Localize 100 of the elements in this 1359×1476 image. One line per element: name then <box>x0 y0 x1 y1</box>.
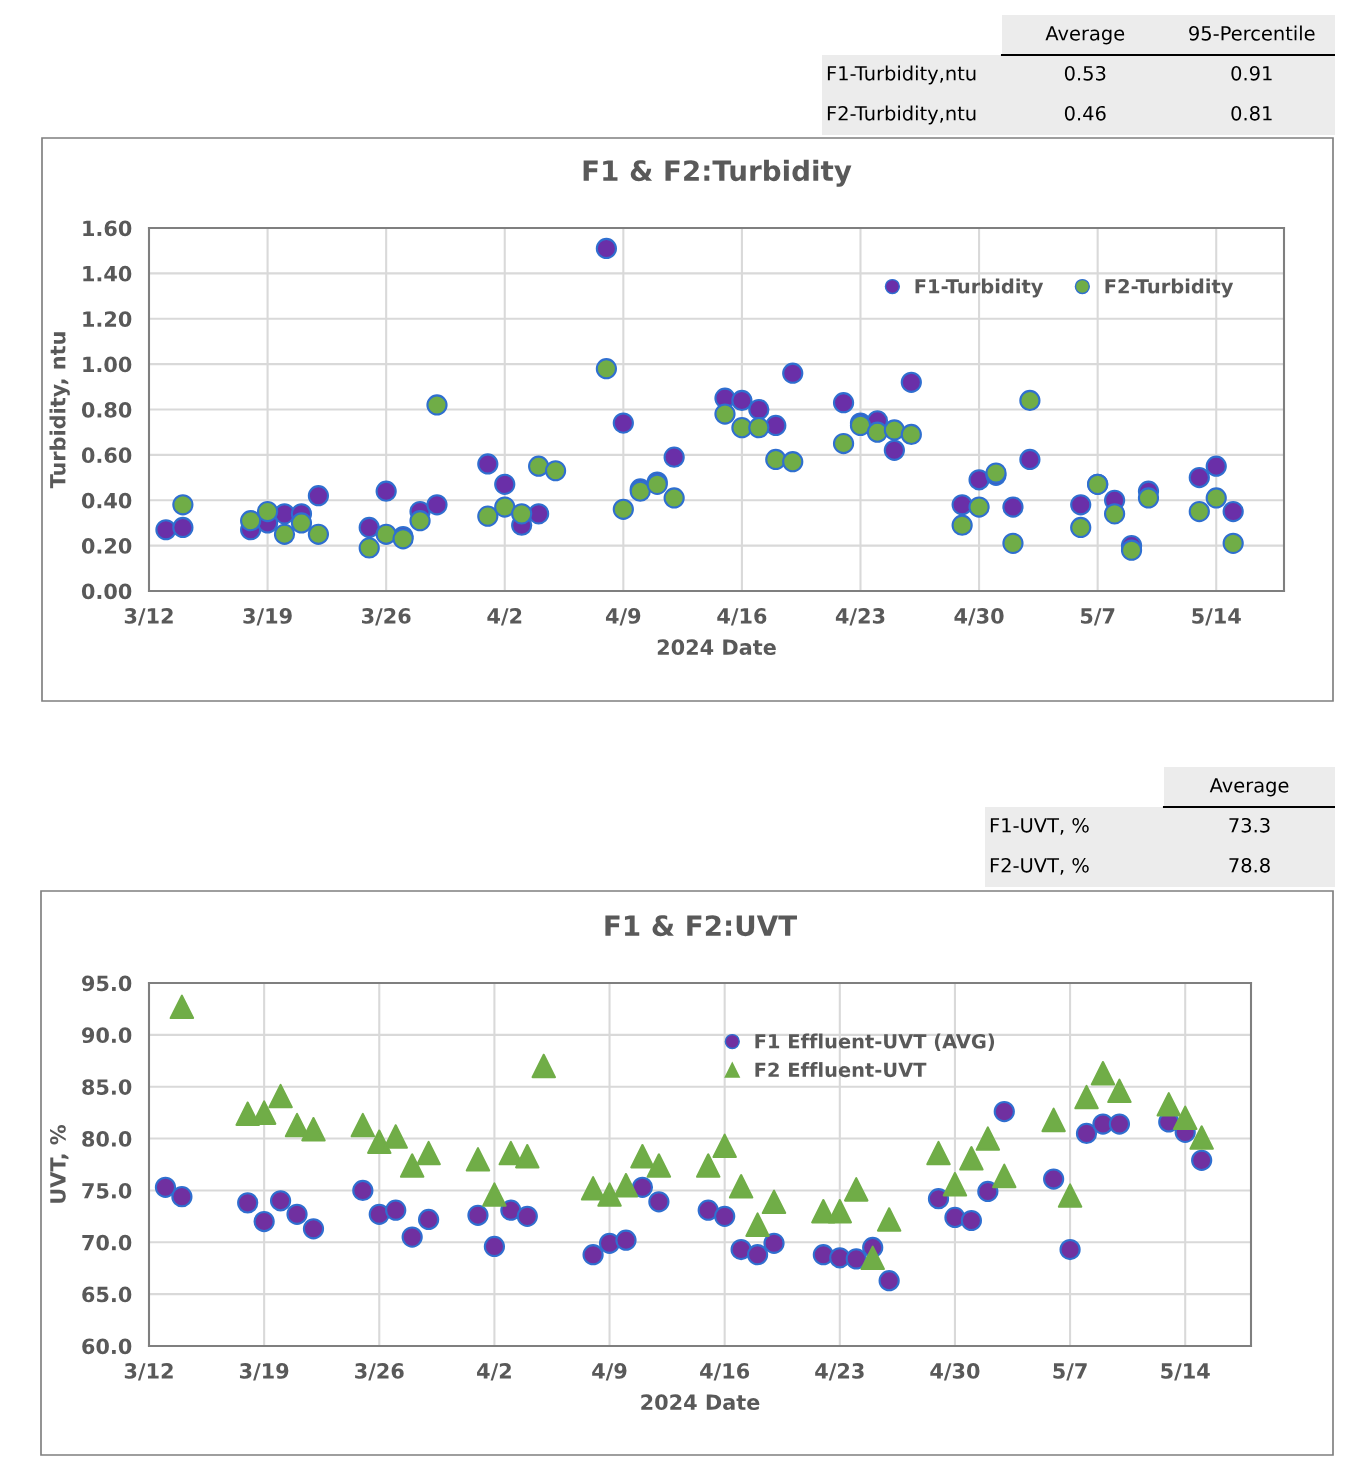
point <box>301 1117 326 1142</box>
point <box>926 1140 951 1166</box>
point <box>1188 500 1210 523</box>
point <box>648 1191 670 1213</box>
text: 0.46 <box>1064 105 1106 121</box>
point <box>845 1248 867 1270</box>
x-axis-title: 2024 Date <box>641 1394 760 1411</box>
legend-label: F1 Effluent-UVT (AVG) <box>755 1033 995 1051</box>
point <box>375 480 397 502</box>
point <box>900 423 922 446</box>
point <box>597 1182 622 1207</box>
y-tick-label: 0.60 <box>81 447 132 464</box>
point <box>942 1171 968 1197</box>
point <box>975 1126 1001 1151</box>
point <box>482 1182 507 1207</box>
point <box>832 392 855 414</box>
x-tick-label: 4/2 <box>487 608 522 626</box>
point <box>401 1226 423 1248</box>
y-tick-label: 0.00 <box>81 583 132 600</box>
x-tick-label: 4/23 <box>835 608 885 626</box>
point <box>761 1189 787 1215</box>
point <box>352 1179 374 1202</box>
point <box>968 469 990 491</box>
point <box>763 1232 785 1254</box>
point <box>646 1153 672 1178</box>
y-tick-label: 1.20 <box>83 311 132 327</box>
point <box>1222 532 1244 554</box>
point <box>240 510 262 532</box>
point <box>1188 466 1210 489</box>
x-tick-label: 5/14 <box>1192 608 1241 626</box>
x-tick-label: 3/19 <box>243 608 292 626</box>
point <box>883 419 905 441</box>
y-tick-label: 80.0 <box>82 1131 132 1147</box>
x-tick-label: 3/26 <box>355 1363 404 1381</box>
point <box>1103 503 1126 525</box>
point <box>582 1244 604 1266</box>
point <box>1059 1238 1081 1261</box>
point <box>467 1204 489 1226</box>
y-tick-label: 75.0 <box>82 1182 132 1199</box>
y-tick-label: 0.80 <box>81 401 132 418</box>
point <box>358 516 380 539</box>
point <box>1189 1125 1214 1150</box>
point <box>302 1218 325 1240</box>
x-tick-label: 3/26 <box>362 608 411 626</box>
point <box>580 1176 606 1201</box>
x-tick-label: 4/23 <box>815 1363 864 1381</box>
x-tick-label: 4/9 <box>605 608 641 626</box>
point <box>663 487 685 509</box>
point <box>418 1208 440 1231</box>
x-tick-label: 4/30 <box>954 608 1004 626</box>
point <box>832 432 855 455</box>
category-label: F2-UVT, % <box>990 857 1089 875</box>
point <box>515 1143 540 1169</box>
point <box>993 1100 1015 1123</box>
point <box>1002 532 1024 554</box>
text: 78.8 <box>1229 857 1270 873</box>
point <box>426 494 448 516</box>
point <box>307 485 330 507</box>
y-tick-label: 95.0 <box>82 975 132 992</box>
point <box>595 237 617 260</box>
y-tick-label: 70.0 <box>82 1234 132 1251</box>
point <box>483 1235 506 1258</box>
point <box>827 1198 853 1224</box>
point <box>154 1176 177 1198</box>
text: 73.3 <box>1229 817 1270 833</box>
point <box>730 1238 752 1261</box>
point <box>544 460 567 482</box>
y-tick-label: 90.0 <box>82 1027 132 1044</box>
point <box>1002 496 1024 518</box>
chart-title: F1 & F2:Turbidity <box>583 159 852 187</box>
point <box>531 1053 556 1079</box>
point <box>714 1205 736 1227</box>
point <box>511 503 533 525</box>
point <box>494 496 516 518</box>
point <box>663 446 685 468</box>
y-tick-label: 60.0 <box>82 1338 132 1355</box>
point <box>878 1270 900 1292</box>
point <box>728 1174 754 1199</box>
category-label: F1-UVT, % <box>990 817 1089 835</box>
x-tick-label: 4/30 <box>930 1363 980 1381</box>
point <box>951 514 973 536</box>
point <box>268 1083 293 1109</box>
y-tick-label: 1.40 <box>83 265 132 282</box>
point <box>630 1143 655 1169</box>
point <box>1019 448 1041 471</box>
point <box>1172 1105 1198 1131</box>
point <box>269 1190 292 1212</box>
point <box>612 412 634 434</box>
point <box>748 398 770 421</box>
point <box>477 453 499 475</box>
point <box>695 1153 721 1178</box>
category-label: F1-Turbidity,ntu <box>827 65 976 85</box>
point <box>612 498 634 520</box>
point <box>383 1124 408 1149</box>
point <box>358 537 380 559</box>
y-tick-label: 65.0 <box>82 1286 132 1303</box>
point <box>172 516 194 539</box>
point <box>1075 1122 1098 1144</box>
point <box>409 510 431 532</box>
point <box>745 1212 770 1237</box>
